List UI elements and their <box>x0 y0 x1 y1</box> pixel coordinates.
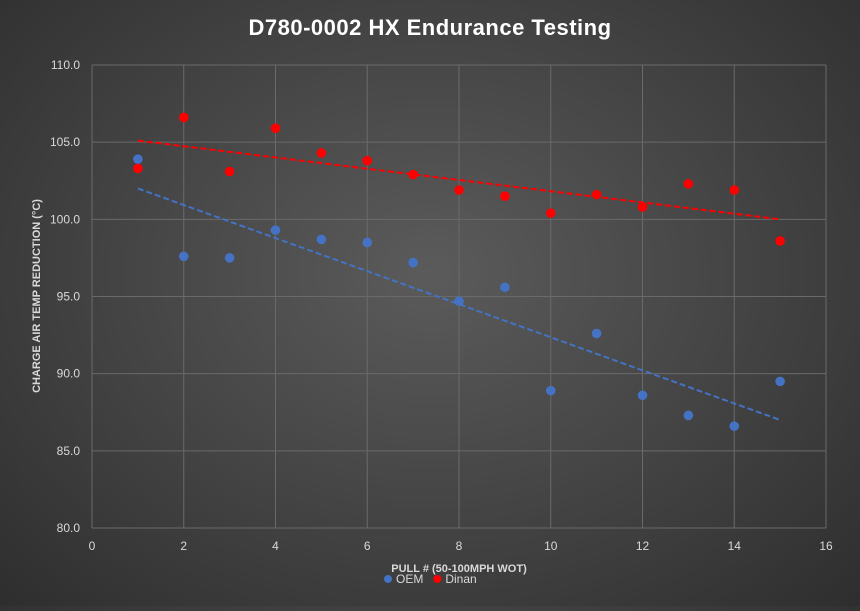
x-tick-label: 2 <box>180 539 187 553</box>
data-points <box>133 112 785 431</box>
data-point-oem <box>729 421 740 431</box>
x-tick-label: 10 <box>544 539 558 553</box>
data-point-oem <box>133 154 143 164</box>
data-point-oem <box>224 253 235 263</box>
data-point-oem <box>637 390 648 401</box>
data-point-dinan <box>454 185 464 195</box>
data-point-oem <box>545 385 556 396</box>
x-axis-ticks: 0 2 4 6 8 10 12 14 16 <box>89 539 833 553</box>
data-point-oem <box>270 225 281 235</box>
trendline-oem <box>137 187 781 421</box>
y-tick-label: 95.0 <box>57 290 81 304</box>
data-point-oem <box>683 410 694 421</box>
data-point-oem <box>500 282 510 293</box>
x-tick-label: 14 <box>728 539 742 553</box>
x-tick-label: 8 <box>456 539 463 553</box>
y-tick-label: 110.0 <box>51 58 80 72</box>
x-tick-label: 16 <box>819 539 833 553</box>
data-point-oem <box>316 234 327 245</box>
x-tick-label: 4 <box>272 539 279 553</box>
y-axis-label: CHARGE AIR TEMP REDUCTION (°C) <box>31 199 43 393</box>
data-point-dinan <box>775 236 785 246</box>
data-point-dinan <box>224 166 235 177</box>
legend-marker-dinan <box>433 575 442 583</box>
trendlines <box>137 139 781 421</box>
data-point-dinan <box>545 208 556 218</box>
data-point-dinan <box>178 112 189 123</box>
data-point-dinan <box>683 179 694 189</box>
legend-label-oem: OEM <box>396 572 423 586</box>
data-point-dinan <box>637 202 648 212</box>
data-point-dinan <box>270 123 281 134</box>
y-tick-label: 80.0 <box>57 521 81 535</box>
x-tick-label: 12 <box>636 539 650 553</box>
data-point-oem <box>408 257 418 268</box>
y-tick-label: 105.0 <box>50 135 80 149</box>
x-tick-label: 0 <box>89 539 96 553</box>
data-point-dinan <box>316 148 327 158</box>
legend-label-dinan: Dinan <box>445 572 476 586</box>
data-point-oem <box>362 237 373 248</box>
y-tick-label: 85.0 <box>57 444 81 458</box>
data-point-dinan <box>591 189 602 200</box>
y-axis-ticks: 80.0 85.0 90.0 95.0 100.0 105.0 110.0 <box>50 58 80 535</box>
data-point-oem <box>454 296 464 306</box>
y-tick-label: 90.0 <box>57 367 81 381</box>
data-point-dinan <box>408 169 418 180</box>
data-point-oem <box>591 328 602 339</box>
x-tick-label: 6 <box>364 539 371 553</box>
legend: OEM Dinan <box>384 572 477 586</box>
x-axis-label: PULL # (50-100MPH WOT) <box>391 563 527 575</box>
data-point-dinan <box>729 185 740 195</box>
y-tick-label: 100.0 <box>50 212 80 226</box>
data-point-oem <box>178 251 189 262</box>
data-point-oem <box>775 376 785 387</box>
chart-title: D780-0002 HX Endurance Testing <box>248 15 611 40</box>
data-point-dinan <box>500 191 510 201</box>
legend-marker-oem <box>384 575 392 583</box>
data-point-dinan <box>362 155 373 166</box>
data-point-dinan <box>133 163 143 174</box>
